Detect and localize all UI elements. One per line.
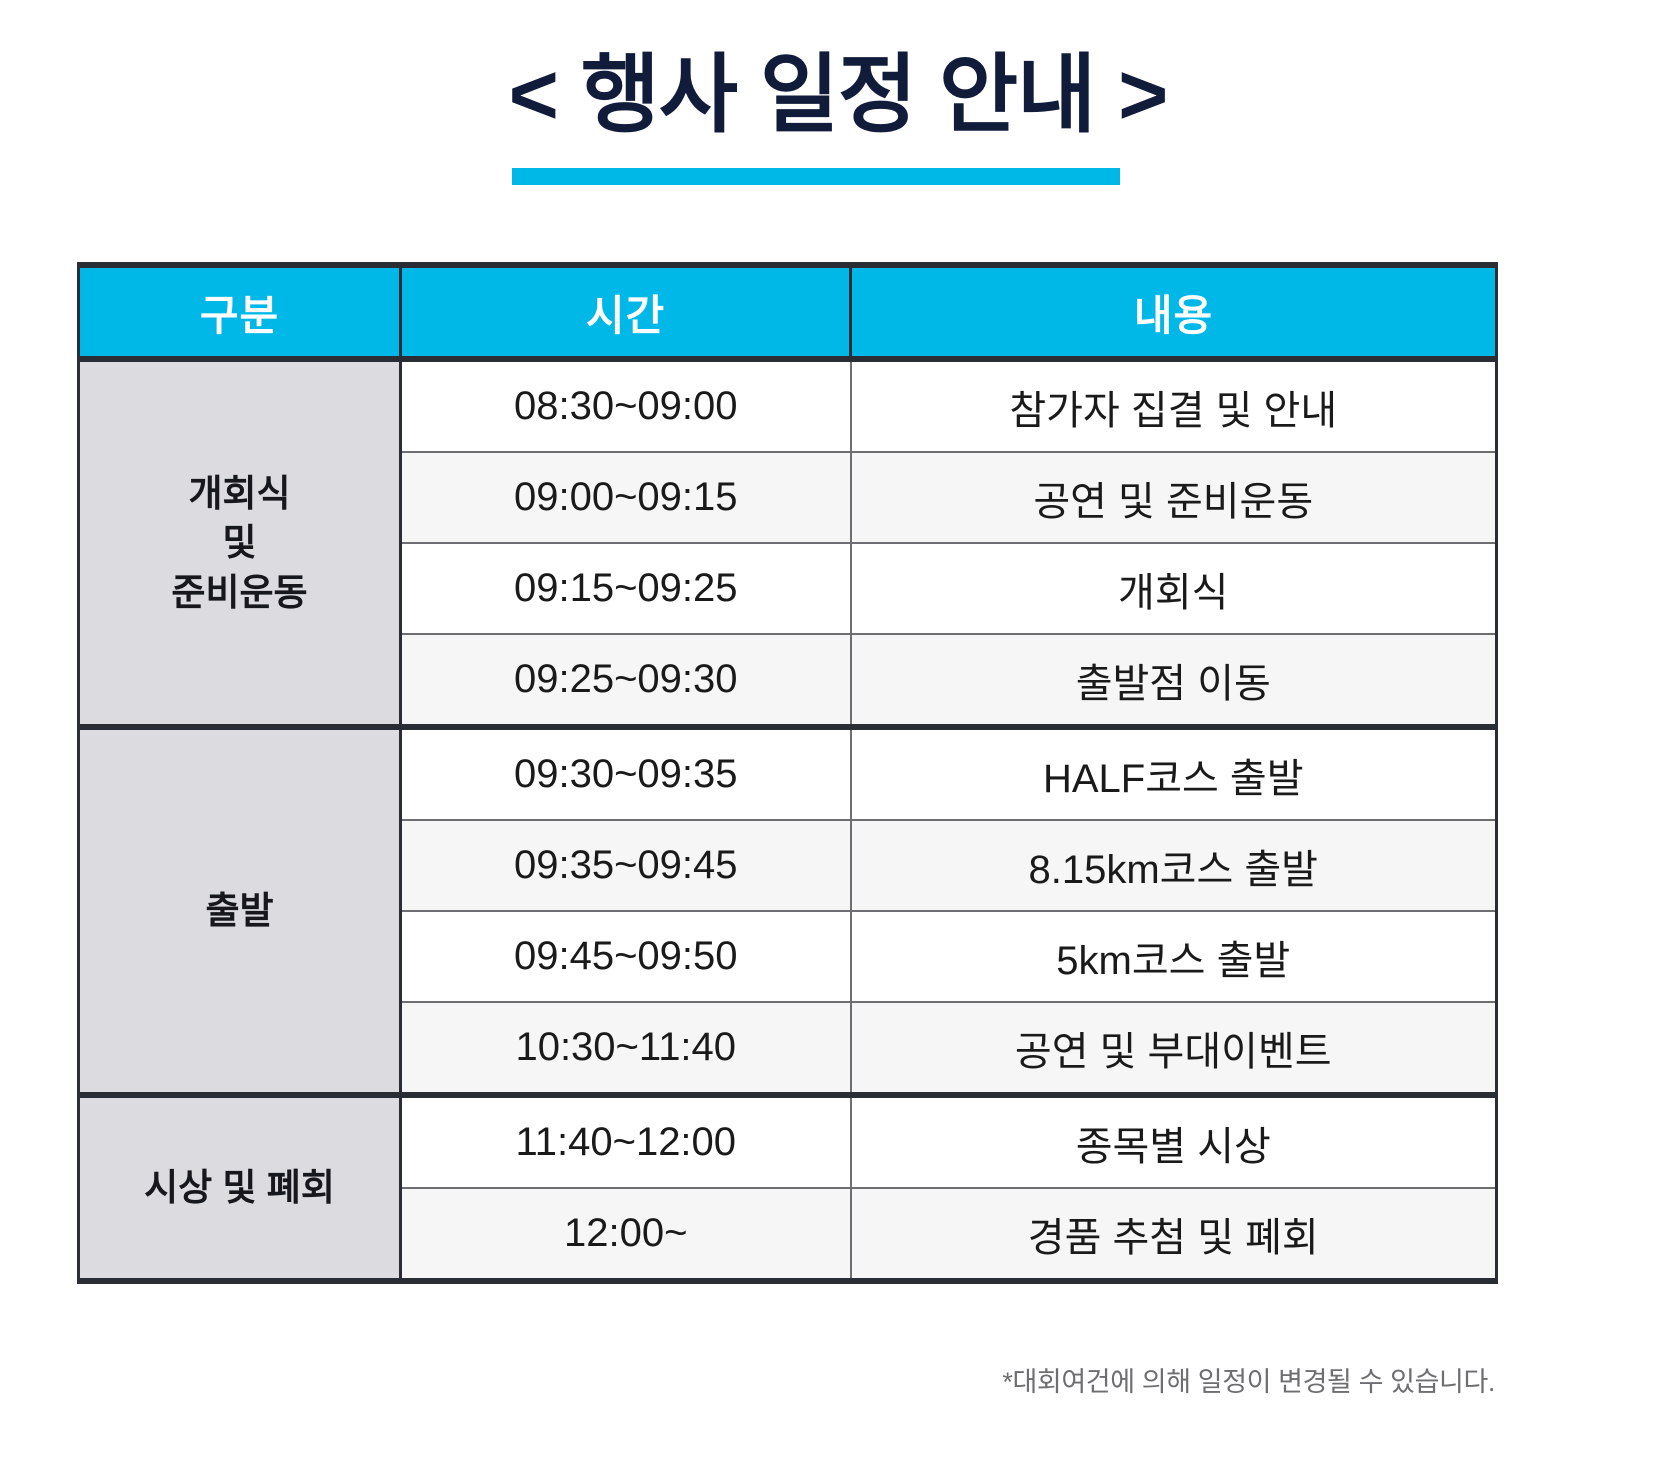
schedule-table: 구분 시간 내용 개회식 및 준비운동 08:30~09:00 참가자 집결 및… [77, 262, 1498, 1284]
table-row: 09:00~09:15 공연 및 준비운동 [79, 451, 1497, 543]
section-category-cell: 개회식 및 준비운동 [78, 359, 402, 727]
table-row: 09:15~09:25 개회식 [79, 542, 1497, 634]
cell-time: 10:30~11:40 [400, 1001, 851, 1095]
cell-time: 08:30~09:00 [400, 359, 851, 452]
section-category-line: 개회식 [188, 473, 291, 515]
title-underline-bar [512, 168, 1120, 185]
table-body: 개회식 및 준비운동 08:30~09:00 참가자 집결 및 안내 09:00… [78, 359, 1497, 1281]
cell-content: 경품 추첨 및 폐회 [849, 1187, 1497, 1281]
cell-time: 12:00~ [400, 1187, 851, 1281]
column-header-content: 내용 [849, 265, 1497, 362]
table-row: 개회식 및 준비운동 08:30~09:00 참가자 집결 및 안내 [78, 359, 1497, 727]
cell-time: 09:45~09:50 [400, 910, 851, 1002]
cell-content: 공연 및 부대이벤트 [849, 1001, 1497, 1095]
cell-time: 09:30~09:35 [400, 724, 851, 820]
cell-content: 출발점 이동 [849, 633, 1497, 727]
cell-time: 09:15~09:25 [400, 542, 851, 634]
table-row: 10:30~11:40 공연 및 부대이벤트 [79, 1001, 1497, 1095]
cell-content: 공연 및 준비운동 [849, 451, 1497, 543]
section-category-cell: 출발 [78, 724, 402, 1095]
column-header-category: 구분 [78, 265, 401, 362]
cell-time: 09:25~09:30 [400, 633, 851, 727]
cell-time: 11:40~12:00 [400, 1092, 851, 1188]
cell-time: 09:00~09:15 [400, 451, 851, 543]
table-row: 09:45~09:50 5km코스 출발 [79, 910, 1497, 1002]
table-header-row: 구분 시간 내용 [78, 265, 1497, 362]
schedule-table-container: 구분 시간 내용 개회식 및 준비운동 08:30~09:00 참가자 집결 및… [77, 262, 1498, 1284]
section-category-line: 및 [222, 522, 257, 564]
page-title: < 행사 일정 안내 > [0, 47, 1676, 143]
table-row: 시상 및 폐회 11:40~12:00 종목별 시상 [78, 1092, 1497, 1281]
cell-content: 8.15km코스 출발 [849, 819, 1497, 911]
cell-content: 5km코스 출발 [849, 910, 1497, 1002]
section-category-cell: 시상 및 폐회 [78, 1092, 402, 1281]
cell-content: HALF코스 출발 [849, 724, 1497, 820]
column-header-time: 시간 [399, 265, 851, 362]
cell-content: 개회식 [849, 542, 1497, 634]
section-category-line: 출발 [205, 890, 274, 932]
cell-content: 종목별 시상 [849, 1092, 1497, 1188]
section-category-line: 시상 및 폐회 [144, 1167, 335, 1209]
table-header: 구분 시간 내용 [78, 265, 1497, 362]
table-row: 09:35~09:45 8.15km코스 출발 [79, 819, 1497, 911]
cell-time: 09:35~09:45 [400, 819, 851, 911]
table-row: 12:00~ 경품 추첨 및 폐회 [79, 1187, 1497, 1281]
cell-content: 참가자 집결 및 안내 [849, 359, 1497, 452]
table-row: 출발 09:30~09:35 HALF코스 출발 [78, 724, 1497, 1095]
page-title-text: < 행사 일정 안내 > [508, 47, 1169, 143]
section-category-line: 준비운동 [171, 571, 308, 613]
table-row: 09:25~09:30 출발점 이동 [79, 633, 1497, 727]
footnote-text: *대회여건에 의해 일정이 변경될 수 있습니다. [1002, 1367, 1495, 1397]
